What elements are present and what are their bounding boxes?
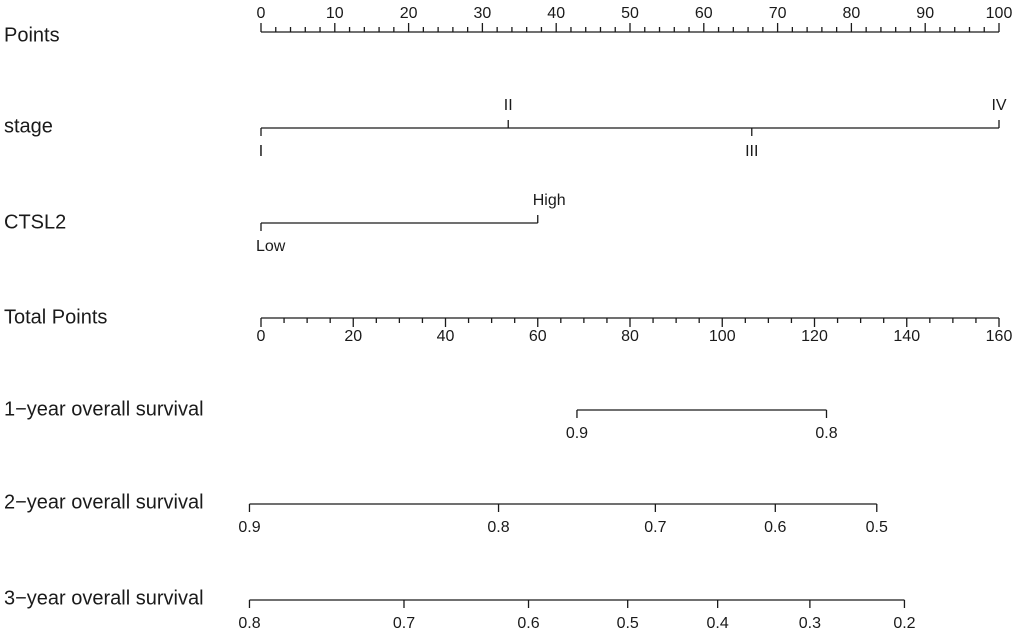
- stage-level-label: I: [259, 143, 263, 160]
- stage-level-label: III: [745, 143, 758, 160]
- row-label-os1: 1−year overall survival: [4, 398, 204, 420]
- points-tick-label: 40: [547, 5, 565, 22]
- total_points-tick-label: 60: [529, 328, 547, 345]
- stage-level-label: II: [504, 97, 513, 114]
- points-tick-label: 30: [474, 5, 492, 22]
- stage-level-label: IV: [991, 97, 1006, 114]
- ctsl2-level-label: High: [533, 192, 566, 209]
- points-tick-label: 90: [916, 5, 934, 22]
- row-label-os3: 3−year overall survival: [4, 587, 204, 609]
- os3-tick-label: 0.8: [238, 615, 260, 632]
- total_points-tick-label: 140: [893, 328, 920, 345]
- os1-tick-label: 0.9: [566, 425, 588, 442]
- os3-tick-label: 0.7: [393, 615, 415, 632]
- os3-tick-label: 0.3: [799, 615, 821, 632]
- total_points-tick-label: 80: [621, 328, 639, 345]
- total_points-tick-label: 0: [257, 328, 266, 345]
- os2-tick-label: 0.7: [644, 519, 666, 536]
- os3-tick-label: 0.4: [707, 615, 729, 632]
- os3-tick-label: 0.5: [617, 615, 639, 632]
- row-label-total_points: Total Points: [4, 306, 107, 328]
- points-tick-label: 50: [621, 5, 639, 22]
- total_points-tick-label: 40: [437, 328, 455, 345]
- os2-tick-label: 0.8: [487, 519, 509, 536]
- points-tick-label: 0: [257, 5, 266, 22]
- row-label-points: Points: [4, 24, 60, 46]
- os3-tick-label: 0.2: [893, 615, 915, 632]
- os2-tick-label: 0.5: [866, 519, 888, 536]
- os2-tick-label: 0.9: [238, 519, 260, 536]
- points-tick-label: 70: [769, 5, 787, 22]
- total_points-tick-label: 100: [709, 328, 736, 345]
- ctsl2-level-label: Low: [256, 238, 286, 255]
- row-label-os2: 2−year overall survival: [4, 491, 204, 513]
- row-label-stage: stage: [4, 115, 53, 137]
- os3-tick-label: 0.6: [517, 615, 539, 632]
- row-label-ctsl2: CTSL2: [4, 211, 66, 233]
- total_points-tick-label: 120: [801, 328, 828, 345]
- points-tick-label: 60: [695, 5, 713, 22]
- os2-tick-label: 0.6: [764, 519, 786, 536]
- points-tick-label: 20: [400, 5, 418, 22]
- points-tick-label: 100: [986, 5, 1013, 22]
- total_points-tick-label: 160: [986, 328, 1013, 345]
- total_points-tick-label: 20: [344, 328, 362, 345]
- os1-tick-label: 0.8: [815, 425, 837, 442]
- points-tick-label: 10: [326, 5, 344, 22]
- points-tick-label: 80: [843, 5, 861, 22]
